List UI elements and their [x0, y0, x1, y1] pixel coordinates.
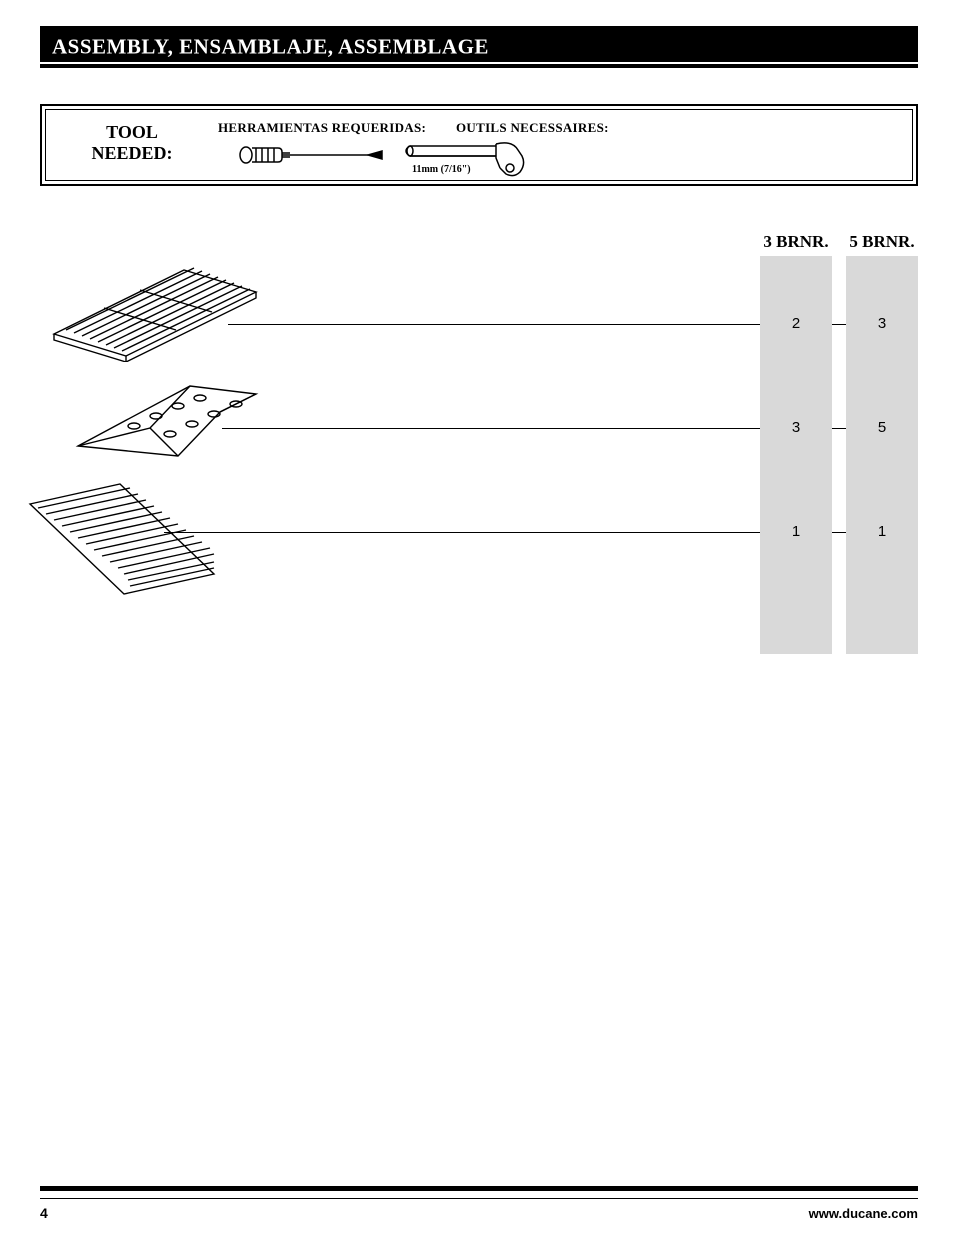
qty-header-3brnr: 3 BRNR. [760, 232, 832, 252]
leader-line-gap [832, 532, 846, 533]
qty-5brnr-row2: 5 [846, 419, 918, 436]
leader-line [222, 428, 760, 429]
section-title: ASSEMBLY, ENSAMBLAJE, ASSEMBLAGE [52, 35, 489, 60]
leader-line-gap [832, 428, 846, 429]
footer-rule-thin [40, 1198, 918, 1199]
section-header-band: ASSEMBLY, ENSAMBLAJE, ASSEMBLAGE [40, 26, 918, 68]
qty-3brnr-row3: 1 [760, 523, 832, 540]
tool-needed-label: TOOL NEEDED: [72, 122, 192, 163]
qty-3brnr-row1: 2 [760, 315, 832, 332]
footer-url: www.ducane.com [809, 1206, 918, 1221]
qty-header-5brnr: 5 BRNR. [846, 232, 918, 252]
qty-5brnr-row3: 1 [846, 523, 918, 540]
tools-outils-label: OUTILS NECESSAIRES: [456, 120, 609, 136]
part-warming-rack-icon [24, 478, 224, 598]
footer-rule-thick [40, 1186, 918, 1191]
wrench-size-label: 11mm (7/16") [412, 164, 471, 175]
footer-page-number: 4 [40, 1205, 48, 1221]
leader-line [164, 532, 760, 533]
part-heat-tent-icon [70, 376, 260, 462]
qty-5brnr-row1: 3 [846, 315, 918, 332]
leader-line [228, 324, 760, 325]
leader-line-gap [832, 324, 846, 325]
tools-herramientas-label: HERRAMIENTAS REQUERIDAS: [218, 120, 426, 136]
header-inner-rule [40, 62, 918, 64]
screwdriver-icon [238, 144, 388, 166]
tools-needed-box: TOOL NEEDED: HERRAMIENTAS REQUERIDAS: OU… [40, 104, 918, 186]
qty-3brnr-row2: 3 [760, 419, 832, 436]
part-cooking-grate-icon [44, 252, 264, 362]
page-root: ASSEMBLY, ENSAMBLAJE, ASSEMBLAGE TOOL NE… [0, 0, 954, 1235]
